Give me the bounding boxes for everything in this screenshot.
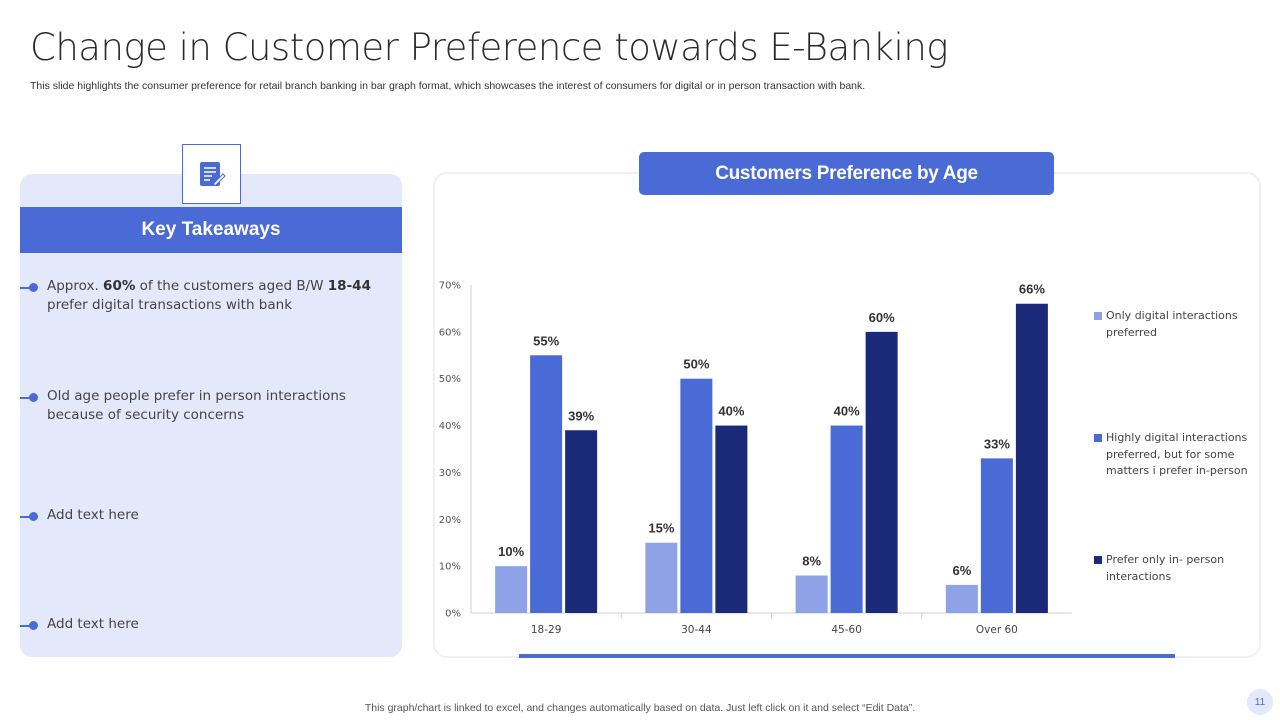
bullet-dot <box>29 283 38 292</box>
key-takeaways-heading: Key Takeaways <box>20 207 402 253</box>
y-tick-label: 60% <box>439 327 461 338</box>
takeaway-text-part: prefer digital transactions with bank <box>47 297 293 313</box>
data-label: 66% <box>1019 282 1045 297</box>
document-edit-icon <box>182 144 241 204</box>
footer-note: This graph/chart is linked to excel, and… <box>364 702 916 714</box>
bullet-connector <box>20 287 32 289</box>
data-label: 60% <box>869 310 895 325</box>
legend-label: Highly digital interactions preferred, b… <box>1106 431 1248 477</box>
bar <box>1015 303 1048 613</box>
key-takeaways-panel <box>20 174 402 657</box>
takeaway-text: Add text here <box>47 507 139 523</box>
data-label: 33% <box>984 436 1010 451</box>
takeaway-text: Approx. 60% of the customers aged B/W 18… <box>47 277 387 315</box>
data-label: 10% <box>498 544 524 559</box>
bullet-dot <box>29 621 38 630</box>
takeaway-text-part: Approx. <box>47 278 104 294</box>
data-label: 55% <box>533 333 559 348</box>
takeaway-text: Add text here <box>47 616 139 632</box>
legend-label: Only digital interactions preferred <box>1106 309 1238 339</box>
bullet-connector <box>20 397 32 399</box>
bar <box>715 425 748 613</box>
y-tick-label: 40% <box>439 421 461 432</box>
legend-swatch <box>1094 312 1102 320</box>
bullet-dot <box>29 512 38 521</box>
chart-underline <box>519 654 1175 658</box>
slide-subtitle: This slide highlights the consumer prefe… <box>30 80 866 92</box>
bar <box>645 542 678 613</box>
takeaway-text: Old age people prefer in person interact… <box>47 388 346 423</box>
data-label: 40% <box>834 404 860 419</box>
x-tick-label: 18-29 <box>531 624 562 636</box>
takeaway-highlight: 60% <box>103 278 136 294</box>
y-tick-label: 20% <box>439 515 461 526</box>
x-tick-label: 30-44 <box>681 624 712 636</box>
bar <box>495 566 528 613</box>
data-label: 6% <box>952 563 971 578</box>
x-tick-label: Over 60 <box>976 624 1018 636</box>
page-number: 11 <box>1247 689 1273 715</box>
bar <box>830 425 863 613</box>
data-label: 40% <box>718 404 744 419</box>
bullet-dot <box>29 393 38 402</box>
y-tick-label: 0% <box>445 609 461 620</box>
bar <box>945 584 978 613</box>
legend-swatch <box>1094 556 1102 564</box>
data-label: 15% <box>648 521 674 536</box>
bar <box>565 430 598 613</box>
legend-swatch <box>1094 434 1102 442</box>
y-tick-label: 50% <box>439 374 461 385</box>
takeaway-text-part: of the customers aged B/W <box>135 278 328 294</box>
bar <box>530 355 563 613</box>
legend-label: Prefer only in- person interactions <box>1106 553 1225 583</box>
bar <box>680 378 713 613</box>
x-tick-label: 45-60 <box>831 624 862 636</box>
y-tick-label: 10% <box>439 562 461 573</box>
y-tick-label: 30% <box>439 468 461 479</box>
chart-title: Customers Preference by Age <box>639 152 1054 195</box>
bar <box>795 575 828 613</box>
bullet-connector <box>20 625 32 627</box>
data-label: 39% <box>568 408 594 423</box>
bar <box>980 458 1013 613</box>
data-label: 8% <box>802 554 821 569</box>
data-label: 50% <box>683 357 709 372</box>
takeaway-highlight: 18-44 <box>327 278 371 294</box>
bullet-connector <box>20 516 32 518</box>
slide-title: Change in Customer Preference towards E-… <box>30 26 949 69</box>
y-tick-label: 70% <box>439 281 461 292</box>
bar <box>865 331 898 613</box>
